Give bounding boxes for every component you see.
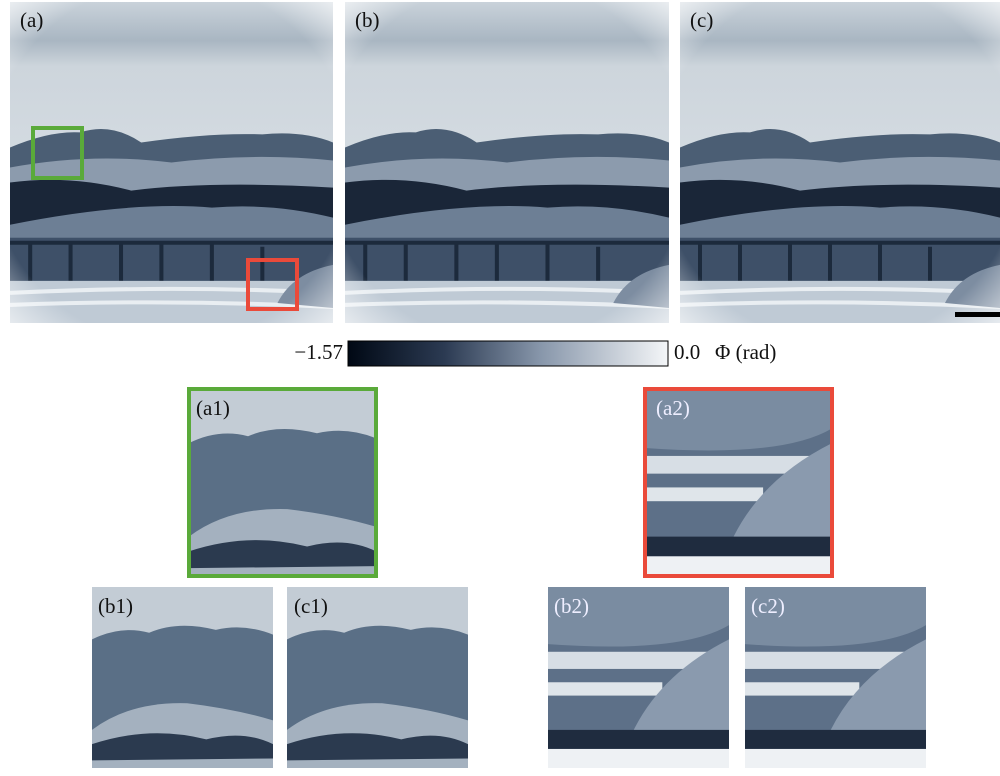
panel-label: (a) xyxy=(20,8,43,32)
panel-image xyxy=(10,2,333,323)
inset-label: (b2) xyxy=(554,594,589,618)
panel-image xyxy=(680,2,1000,323)
inset-label: (b1) xyxy=(98,594,133,618)
colorbar-min: −1.57 xyxy=(294,340,343,364)
scale-bar xyxy=(955,312,1000,317)
inset-label: (c1) xyxy=(294,594,328,618)
inset-label: (c2) xyxy=(751,594,785,618)
panel-label: (b) xyxy=(355,8,380,32)
panel-image xyxy=(345,2,669,323)
inset-label: (a1) xyxy=(196,396,230,420)
panel-label: (c) xyxy=(690,8,713,32)
inset-label: (a2) xyxy=(656,396,690,420)
colorbar-label: Φ (rad) xyxy=(715,340,776,364)
figure: (a) (b) (c) −1.57 0.0 Φ (rad) (a1) (b1) … xyxy=(0,0,1000,771)
colorbar xyxy=(348,341,668,366)
colorbar-max: 0.0 xyxy=(674,340,700,364)
